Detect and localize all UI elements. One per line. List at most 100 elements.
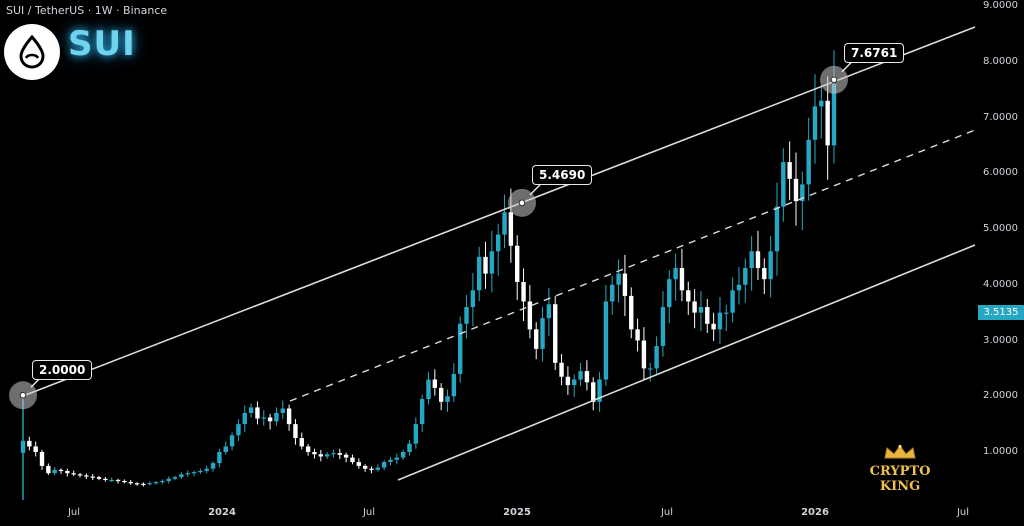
candle <box>375 464 381 472</box>
candle-body <box>781 162 786 207</box>
candle-body <box>610 284 615 302</box>
candle <box>293 419 298 445</box>
candle-body <box>191 472 197 474</box>
candle <box>356 458 362 469</box>
candle <box>774 182 780 276</box>
candle-body <box>166 478 171 481</box>
candle <box>686 281 691 315</box>
candle <box>419 394 425 433</box>
callout-point <box>518 199 526 207</box>
candle-body <box>217 452 222 464</box>
candle <box>369 466 374 474</box>
candle <box>217 448 222 468</box>
candle-body <box>248 407 254 413</box>
candle-body <box>774 206 780 252</box>
candle-body <box>381 462 387 468</box>
y-tick-label: 5.0000 <box>983 223 1018 234</box>
candle-body <box>52 469 57 474</box>
candle <box>489 230 495 293</box>
candle <box>413 417 419 449</box>
candle-body <box>527 301 533 330</box>
y-tick-label: 3.0000 <box>983 334 1018 346</box>
candle-body <box>749 251 754 269</box>
candle-body <box>540 318 545 349</box>
callout-point <box>830 76 838 84</box>
candle-body <box>597 379 602 402</box>
candle-body <box>103 478 108 480</box>
candle <box>204 465 209 474</box>
candle-body <box>293 424 298 439</box>
lower-channel-line <box>397 244 976 481</box>
candle-body <box>812 106 818 140</box>
x-tick-label: Jul <box>660 507 674 518</box>
candle <box>730 277 735 323</box>
candle-body <box>312 452 317 455</box>
candle-body <box>223 446 228 452</box>
candle-body <box>705 307 710 324</box>
candle <box>299 432 304 450</box>
candle-body <box>280 408 285 413</box>
candle-body <box>400 452 406 458</box>
candle <box>261 410 266 426</box>
candle <box>115 478 121 484</box>
candle-body <box>362 465 368 469</box>
candle-body <box>27 440 32 447</box>
candle-body <box>369 468 374 470</box>
candle <box>381 460 387 471</box>
price-callout-label: 7.6761 <box>844 43 905 63</box>
candle <box>806 117 811 201</box>
candle-body <box>470 290 476 308</box>
chart-header: SUI / TetherUS · 1W · Binance <box>6 4 168 17</box>
candle-body <box>324 454 330 457</box>
candle <box>502 194 507 249</box>
candle <box>476 246 482 302</box>
candle-body <box>261 417 266 419</box>
candle-body <box>641 340 647 369</box>
candle-body <box>198 470 203 473</box>
candle <box>800 171 805 231</box>
candle <box>426 371 431 405</box>
candle <box>109 477 114 483</box>
candle <box>71 470 76 476</box>
candle <box>438 383 444 411</box>
candle-body <box>185 473 190 475</box>
candle <box>692 289 697 329</box>
callout-leader <box>529 184 541 196</box>
candle <box>407 439 412 456</box>
candle <box>432 369 438 396</box>
candle-body <box>65 470 70 474</box>
candle-body <box>584 371 590 383</box>
price-callout-label: 2.0000 <box>32 360 93 380</box>
crown-icon <box>884 444 916 459</box>
candle <box>597 371 602 412</box>
candle-body <box>299 438 304 447</box>
candle <box>337 448 342 460</box>
candle-body <box>318 454 323 457</box>
candle-body <box>622 273 628 296</box>
candle-body <box>489 251 495 274</box>
sui-logo <box>4 24 60 80</box>
candle <box>128 480 133 485</box>
y-tick-label: 6.0000 <box>983 167 1018 179</box>
candle-body <box>692 301 697 313</box>
candle <box>90 474 95 481</box>
candle <box>179 472 184 480</box>
candle <box>667 270 672 324</box>
candle-body <box>724 312 729 314</box>
x-tick-label: 2026 <box>801 507 829 518</box>
candle-body <box>476 256 482 291</box>
candle-body <box>673 268 678 280</box>
candle <box>77 472 83 478</box>
crypto-king-logo: CRYPTO KING <box>860 444 940 494</box>
candle <box>705 299 710 333</box>
candles <box>20 50 837 500</box>
candle-body <box>483 256 488 274</box>
candle <box>635 318 640 352</box>
candle <box>781 148 786 222</box>
candle <box>743 258 748 303</box>
candle <box>210 461 216 472</box>
candle <box>648 362 653 382</box>
candle <box>229 432 235 451</box>
candle-body <box>172 477 178 479</box>
